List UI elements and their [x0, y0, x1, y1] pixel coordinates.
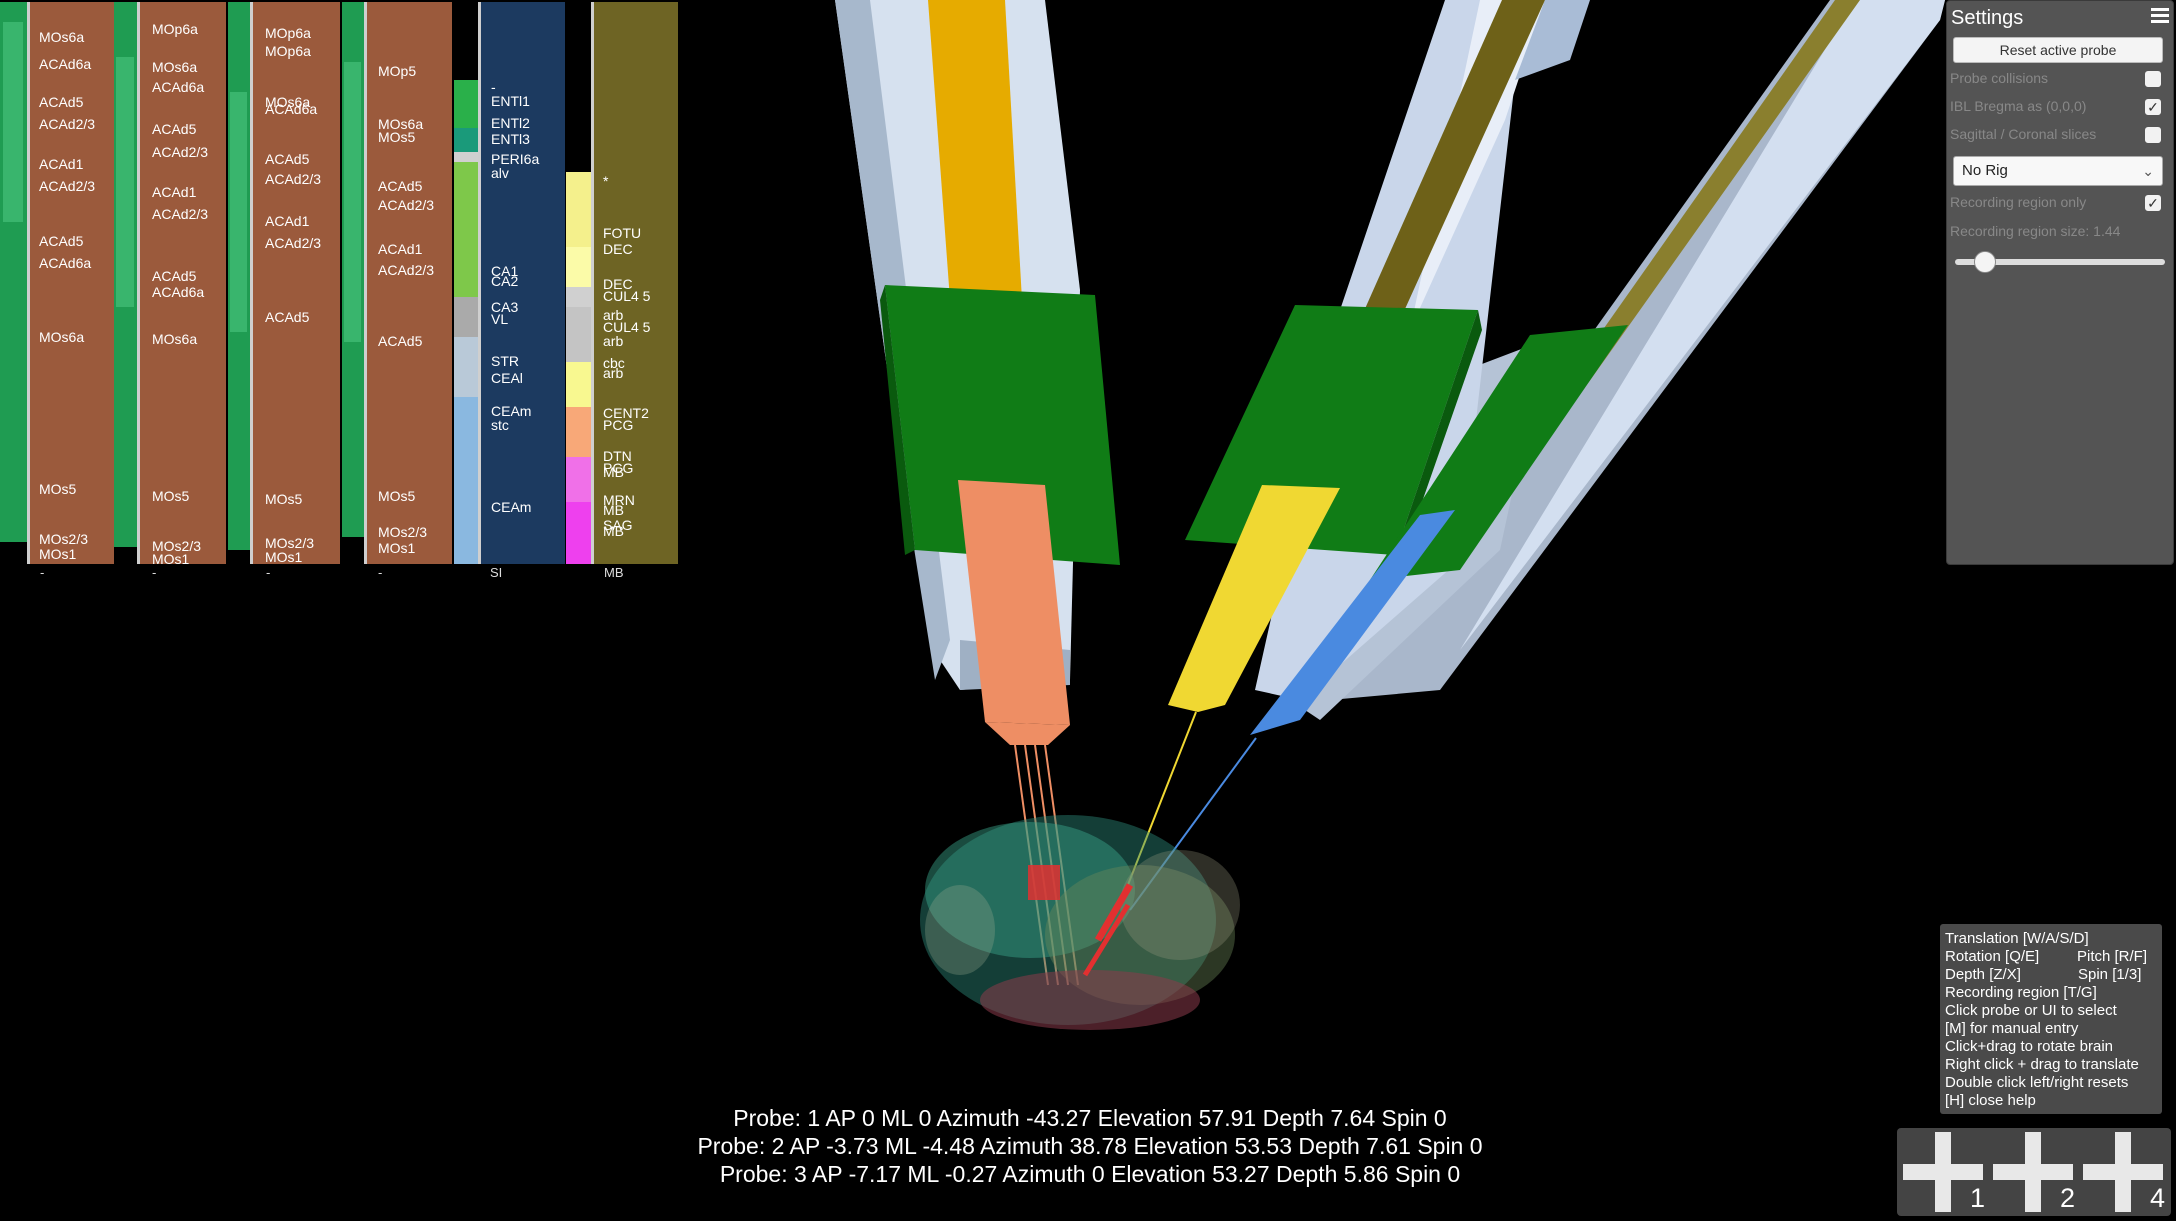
ibl-bregma-label: IBL Bregma as (0,0,0) [1950, 98, 2087, 114]
reset-active-probe-button[interactable]: Reset active probe [1953, 37, 2163, 63]
region-column-3: MOp6a MOp6a MOs6a ACAd6a ACAd5 ACAd2/3 A… [228, 2, 342, 564]
probe-1-taper [985, 722, 1070, 745]
sagittal-coronal-label: Sagittal / Coronal slices [1950, 126, 2097, 142]
probe-collisions-label: Probe collisions [1950, 70, 2049, 86]
sagittal-coronal-checkbox[interactable] [2145, 127, 2161, 143]
recording-region-only-label: Recording region only [1950, 194, 2087, 210]
region-column-6: * FOTU DEC DEC CUL4 5 arb CUL4 5 arb cbc… [566, 2, 678, 564]
probe-1-info: Probe: 1 AP 0 ML 0 Azimuth -43.27 Elevat… [733, 1105, 1447, 1131]
probe-1-holder[interactable] [885, 285, 1120, 565]
checkmark-icon: ✓ [2147, 195, 2159, 211]
recording-region-size-slider-thumb[interactable] [1974, 251, 1996, 273]
chevron-down-icon: ⌄ [2142, 163, 2154, 179]
probe-2-shank[interactable] [1119, 711, 1197, 906]
region-column-5: - ENTl1 ENTl2 ENTl3 PERI6a alv CA1 CA2 C… [454, 2, 566, 564]
probe-2-holder[interactable] [1185, 305, 1478, 555]
probe-2-base[interactable] [1168, 485, 1340, 705]
help-reset: Double click left/right resets [1945, 1074, 2129, 1091]
region-column-5-labels: - ENTl1 ENTl2 ENTl3 PERI6a alv CA1 CA2 C… [491, 79, 540, 515]
region-column-3-below: - [266, 565, 271, 580]
probe-info: Probe: 1 AP 0 ML 0 Azimuth -43.27 Elevat… [560, 1104, 1620, 1188]
help-depth: Depth [Z/X] [1945, 966, 2021, 983]
add-probe-2-number: 2 [2059, 1183, 2075, 1213]
region-column-4-labels: MOp5 MOs6a MOs5 ACAd5 ACAd2/3 ACAd1 ACAd… [378, 63, 435, 556]
probe-1-holder-edge [880, 285, 915, 555]
help-spin: Spin [1/3] [2078, 966, 2142, 983]
probe-3-base[interactable] [1250, 510, 1455, 735]
help-recording-region: Recording region [T/G] [1945, 984, 2097, 1001]
help-translation: Translation [W/A/S/D] [1945, 930, 2089, 947]
help-manual-entry: [M] for manual entry [1945, 1020, 2079, 1037]
probe-3-info: Probe: 3 AP -7.17 ML -0.27 Azimuth 0 Ele… [719, 1161, 1461, 1187]
help-rotate-brain: Click+drag to rotate brain [1945, 1038, 2114, 1055]
plus-icon [2083, 1132, 2163, 1212]
add-probe-2-button[interactable]: 2 [1989, 1128, 2079, 1216]
add-probe-1-button[interactable]: 1 [1899, 1128, 1989, 1216]
help-click-select: Click probe or UI to select [1945, 1002, 2117, 1019]
ibl-bregma-checkbox[interactable]: ✓ [2145, 99, 2161, 115]
region-column-4-below: - [378, 565, 383, 580]
rig-dropdown[interactable]: No Rig ⌄ [1953, 156, 2163, 186]
plus-icon [1903, 1132, 1983, 1212]
probe-3-shank[interactable] [1129, 737, 1257, 911]
region-column-4: MOp5 MOs6a MOs5 ACAd5 ACAd2/3 ACAd1 ACAd… [342, 2, 454, 564]
probe-2-taper [1168, 705, 1225, 712]
help-pitch: Pitch [R/F] [2077, 948, 2148, 965]
add-probe-1-number: 1 [1969, 1183, 1985, 1213]
brain-model[interactable] [920, 815, 1240, 1030]
add-probe-4-number: 4 [2149, 1183, 2165, 1213]
settings-panel: Settings Reset active probe Probe collis… [1946, 0, 2174, 565]
help-close: [H] close help [1945, 1092, 2036, 1109]
region-column-2-labels: MOp6a MOs6a ACAd6a ACAd5 ACAd2/3 ACAd1 A… [152, 21, 209, 564]
region-column-2: MOp6a MOs6a ACAd6a ACAd5 ACAd2/3 ACAd1 A… [114, 2, 228, 564]
rig-dropdown-value: No Rig [1962, 162, 2008, 179]
probe-collisions-checkbox[interactable] [2145, 71, 2161, 87]
region-column-1-labels: MOs6a ACAd6a ACAd5 ACAd2/3 ACAd1 ACAd2/3… [39, 29, 96, 562]
region-column-3-labels: MOp6a MOp6a MOs6a ACAd6a ACAd5 ACAd2/3 A… [265, 25, 322, 564]
settings-title: Settings [1951, 7, 2024, 29]
probe-2-info: Probe: 2 AP -3.73 ML -4.48 Azimuth 38.78… [697, 1133, 1483, 1159]
recording-region-size-label: Recording region size: 1.44 [1950, 223, 2121, 239]
plus-icon [1993, 1132, 2073, 1212]
probe-1-base[interactable] [958, 480, 1070, 725]
help-panel: Translation [W/A/S/D] Rotation [Q/E] Pit… [1940, 924, 2162, 1114]
help-rotation: Rotation [Q/E] [1945, 948, 2040, 965]
region-column-5-below: SI [490, 565, 503, 580]
region-column-6-labels: * FOTU DEC DEC CUL4 5 arb CUL4 5 arb cbc… [603, 173, 651, 539]
add-probe-4-button[interactable]: 4 [2079, 1128, 2169, 1216]
checkmark-icon: ✓ [2147, 99, 2159, 115]
hamburger-menu-icon[interactable] [2151, 8, 2169, 24]
recording-region-only-checkbox[interactable]: ✓ [2145, 195, 2161, 211]
recording-region-size-slider[interactable] [1955, 259, 2165, 265]
region-column-1-below: - [40, 565, 45, 580]
region-column-1: MOs6a ACAd6a ACAd5 ACAd2/3 ACAd1 ACAd2/3… [0, 2, 114, 564]
help-translate: Right click + drag to translate [1945, 1056, 2139, 1073]
region-column-6-below: MB [604, 565, 624, 580]
region-column-2-below: - [152, 565, 157, 580]
probe-2-holder-edge [1395, 310, 1482, 565]
add-probe-buttons: 1 2 4 [1897, 1128, 2171, 1216]
